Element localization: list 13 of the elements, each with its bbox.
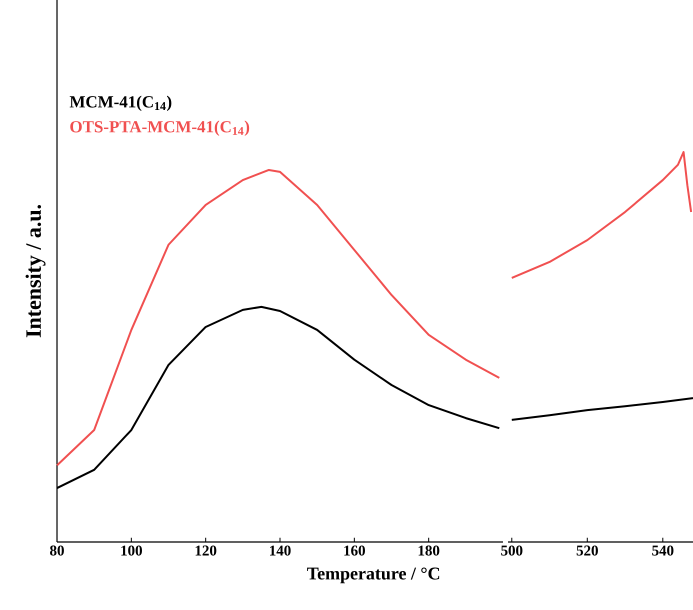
y-axis-title: Intensity / a.u. (26, 204, 46, 338)
x-tick-label: 80 (50, 546, 64, 556)
x-tick-label: 180 (418, 546, 440, 556)
text: MCM-41(C$_{14}$) (70, 96, 172, 112)
x-tick-label: 140 (270, 546, 291, 556)
x-tick-label: 540 (652, 546, 674, 556)
x-axis-title: Temperature / °C (307, 568, 440, 584)
x-tick-label: 100 (121, 546, 142, 556)
x-tick-label: 520 (576, 546, 598, 556)
text: OTS-PTA-MCM-41(C$_{14}$) (70, 120, 250, 136)
x-tick-label: 120 (196, 546, 216, 556)
x-tick-label: 500 (501, 546, 522, 556)
x-tick-label: 160 (344, 546, 365, 556)
